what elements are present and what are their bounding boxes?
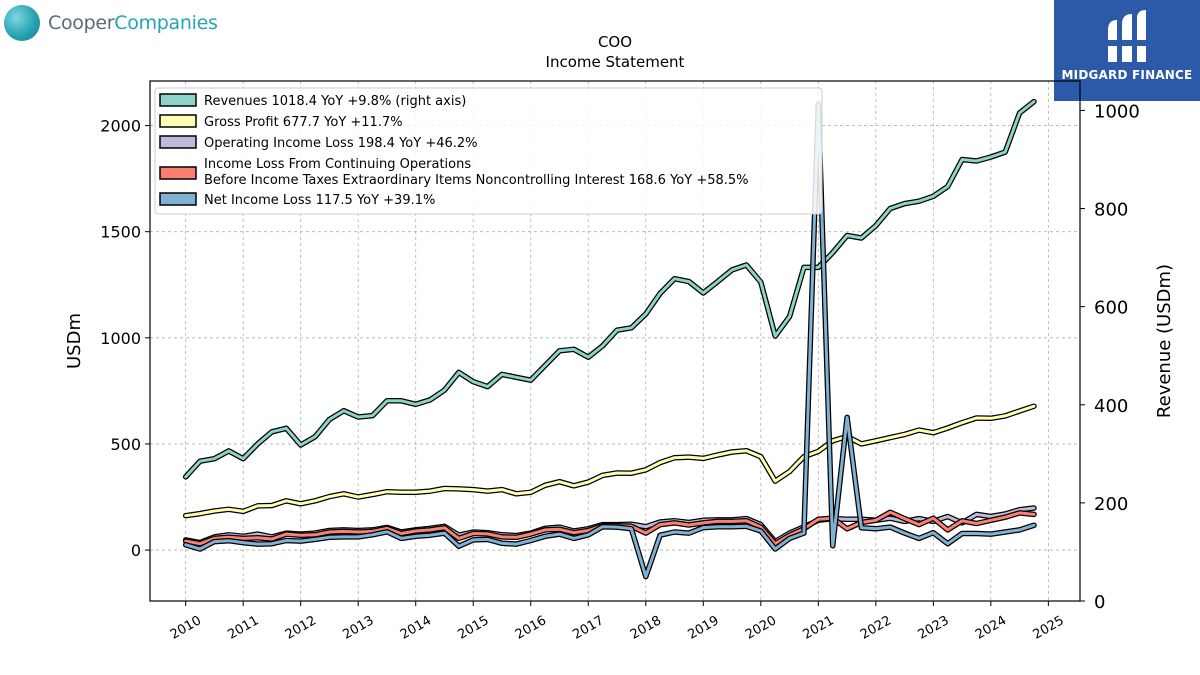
y-axis-label: USDm	[64, 313, 85, 369]
x-tick-label: 2018	[628, 613, 664, 643]
legend-label: Net Income Loss 117.5 YoY +39.1%	[204, 193, 435, 208]
x-tick-label: 2022	[858, 613, 894, 643]
chart-title: COO	[598, 33, 632, 51]
legend-label: Revenues 1018.4 YoY +9.8% (right axis)	[204, 94, 466, 109]
legend-swatch	[159, 166, 197, 180]
legend-box	[154, 87, 823, 215]
legend-label: Gross Profit 677.7 YoY +11.7%	[204, 115, 403, 130]
x-axis-ticks: 2010 2011 2012 2013 2014 2015 2016 2017 2018 2019…	[168, 601, 1067, 643]
company-logo: CooperCompanies	[4, 4, 218, 42]
x-tick-label: 2013	[340, 613, 376, 643]
series-line-stroke	[184, 102, 1036, 579]
left-tick-label: 2000	[100, 117, 141, 136]
brand-logo-text: MIDGARD FINANCE	[1061, 68, 1193, 82]
legend-label: Income Loss From Continuing Operations Be…	[204, 157, 749, 188]
plot-frame	[149, 80, 1081, 602]
legend-swatch	[159, 114, 197, 128]
legend-label: Operating Income Loss 198.4 YoY +46.2%	[204, 136, 478, 151]
legend-swatch	[159, 93, 197, 107]
legend-swatch	[159, 135, 197, 149]
series-line	[182, 98, 1037, 480]
x-tick-label: 2017	[570, 613, 606, 643]
right-tick-label: 400	[1094, 396, 1128, 417]
x-tick-label: 2020	[743, 613, 779, 643]
company-logo-text-b: Companies	[114, 12, 218, 34]
x-tick-label: 2010	[168, 613, 204, 643]
company-logo-mark	[4, 5, 40, 41]
right-tick-label: 600	[1094, 298, 1128, 319]
x-tick-label: 2025	[1031, 613, 1067, 643]
right-tick-label: 0	[1094, 592, 1105, 613]
left-axis-ticks: 0 500 1000 1500 2000	[100, 117, 150, 560]
series-line	[182, 101, 1037, 580]
x-tick-label: 2011	[225, 613, 261, 643]
series-line-stroke	[184, 100, 1036, 479]
brand-logo: MIDGARD FINANCE	[1054, 0, 1200, 101]
left-tick-label: 1500	[100, 223, 141, 242]
right-axis-ticks: 0 200 400 600 800 1000	[1080, 101, 1140, 613]
right-tick-label: 800	[1094, 200, 1128, 221]
left-tick-label: 500	[110, 435, 141, 454]
chart-legend: Revenues 1018.4 YoY +9.8% (right axis) Gr…	[154, 87, 823, 215]
x-tick-label: 2021	[800, 613, 836, 643]
chart-series	[182, 98, 1037, 580]
company-logo-text-a: Cooper	[48, 12, 115, 34]
legend-swatch	[159, 192, 197, 206]
series-line-stroke	[184, 404, 1036, 518]
x-tick-label: 2012	[283, 613, 319, 643]
left-tick-label: 1000	[100, 329, 141, 348]
x-tick-label: 2015	[455, 613, 491, 643]
right-tick-label: 200	[1094, 494, 1128, 515]
brand-logo-mark	[1104, 10, 1150, 62]
company-logo-text: CooperCompanies	[48, 12, 218, 34]
x-tick-label: 2019	[685, 613, 721, 643]
chart-subtitle: Income Statement	[546, 53, 685, 71]
right-tick-label: 1000	[1094, 101, 1140, 122]
series-line-outline	[182, 403, 1037, 519]
x-tick-label: 2016	[513, 613, 549, 643]
left-tick-label: 0	[131, 541, 141, 560]
x-tick-label: 2024	[973, 613, 1009, 643]
x-tick-label: 2023	[916, 613, 952, 643]
y-axis-right-label: Revenue (USDm)	[1154, 264, 1175, 418]
x-tick-label: 2014	[398, 613, 434, 643]
series-line	[182, 403, 1037, 519]
